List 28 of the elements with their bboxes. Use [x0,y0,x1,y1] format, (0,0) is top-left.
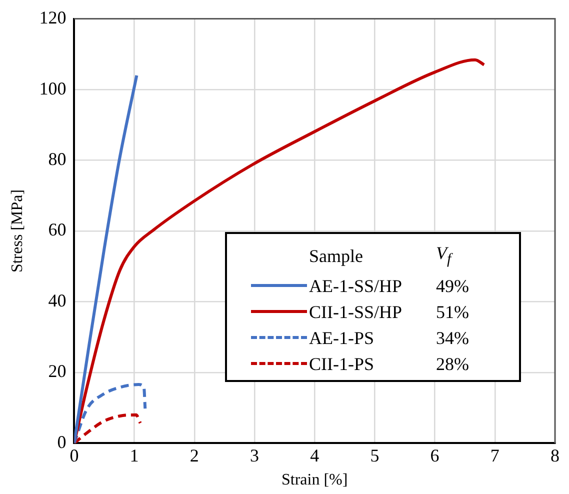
y-tick-label: 100 [39,78,66,98]
annotation: 49% [435,274,470,298]
legend-label: CII-1-SS/HP [309,300,402,324]
legend-label: AE-1-PS [309,326,376,350]
legend-title: Sample [309,245,364,268]
x-tick-label: 0 [70,446,79,466]
legend-label: AE-1-SS/HP [309,274,402,298]
y-tick-label: 20 [48,361,66,382]
x-tick-label: 7 [490,446,500,466]
x-axis-title: Strain [%] [282,472,348,489]
x-tick-label: 2 [190,446,199,466]
annotation: 51% [435,300,470,324]
y-tick-label: 0 [57,432,66,452]
x-tick-label: 4 [310,446,320,466]
x-tick-label: 6 [430,446,440,466]
y-tick-label: 40 [48,290,66,310]
y-tick-label: 80 [48,149,66,169]
annotation: V$_{f}$ [435,242,454,270]
x-tick-label: 1 [130,446,139,466]
annotation: 34% [435,326,470,350]
y-axis-title: Stress [MPa] [8,189,26,273]
x-tick-label: 3 [250,446,259,466]
annotation: 28% [435,352,470,376]
y-tick-label: 60 [48,220,66,240]
x-tick-label: 5 [370,446,380,466]
y-tick-label: 120 [39,8,66,28]
legend-label: CII-1-PS [309,352,376,376]
x-tick-label: 8 [550,446,560,466]
